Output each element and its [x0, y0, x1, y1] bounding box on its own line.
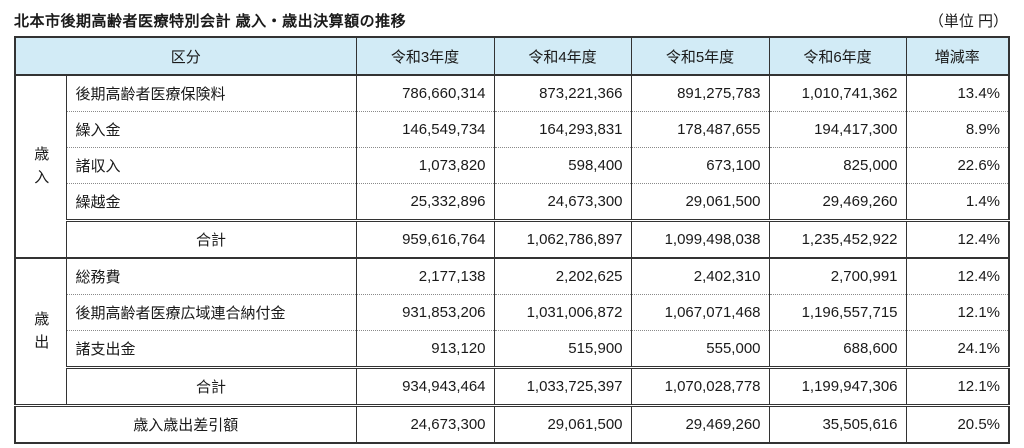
value-cell: 164,293,831	[493, 111, 632, 148]
value-cell: 29,469,260	[768, 183, 907, 221]
value-cell: 2,202,625	[493, 257, 632, 295]
value-cell: 598,400	[493, 147, 632, 184]
income-total-row: 合計 959,616,764 1,062,786,897 1,099,498,0…	[15, 219, 1010, 258]
value-cell: 178,487,655	[630, 111, 770, 148]
header-row: 区分 令和3年度 令和4年度 令和5年度 令和6年度 増減率	[14, 37, 1010, 76]
total-label: 合計	[65, 219, 357, 258]
rate-cell: 12.1%	[905, 294, 1010, 331]
balance-row: 歳入歳出差引額 24,673,300 29,061,500 29,469,260…	[14, 404, 1010, 443]
table-row: 諸支出金 913,120 515,900 555,000 688,600 24.…	[15, 330, 1010, 368]
rate-cell: 12.4%	[905, 257, 1010, 295]
value-cell: 1,235,452,922	[768, 219, 907, 258]
row-label: 諸支出金	[65, 330, 357, 368]
rate-cell: 22.6%	[905, 147, 1010, 184]
value-cell: 1,010,741,362	[768, 74, 907, 112]
value-cell: 786,660,314	[355, 74, 495, 112]
value-cell: 1,031,006,872	[493, 294, 632, 331]
value-cell: 934,943,464	[355, 366, 495, 406]
col-header-year-r3: 令和3年度	[355, 37, 495, 76]
page-title: 北本市後期高齢者医療特別会計 歳入・歳出決算額の推移	[14, 13, 407, 30]
rate-cell: 1.4%	[905, 183, 1010, 221]
value-cell: 1,199,947,306	[768, 366, 907, 406]
value-cell: 29,061,500	[493, 404, 632, 443]
row-label: 後期高齢者医療広域連合納付金	[65, 294, 357, 331]
value-cell: 29,469,260	[630, 404, 770, 443]
row-label: 繰越金	[65, 183, 357, 221]
col-header-category: 区分	[14, 37, 357, 76]
expense-group-text: 歳出	[32, 310, 50, 357]
table-row: 歳入 後期高齢者医療保険料 786,660,314 873,221,366 89…	[14, 74, 1010, 258]
rate-cell: 12.4%	[905, 219, 1010, 258]
value-cell: 555,000	[630, 330, 770, 368]
value-cell: 673,100	[630, 147, 770, 184]
expense-group-label: 歳出	[14, 257, 67, 406]
table-row: 後期高齢者医療広域連合納付金 931,853,206 1,031,006,872…	[15, 294, 1010, 331]
col-header-year-r6: 令和6年度	[768, 37, 907, 76]
value-cell: 931,853,206	[355, 294, 495, 331]
value-cell: 24,673,300	[355, 404, 495, 443]
col-header-rate: 増減率	[905, 37, 1010, 76]
rate-cell: 12.1%	[905, 366, 1010, 406]
value-cell: 2,177,138	[355, 257, 495, 295]
value-cell: 913,120	[355, 330, 495, 368]
value-cell: 688,600	[768, 330, 907, 368]
value-cell: 29,061,500	[630, 183, 770, 221]
value-cell: 1,099,498,038	[630, 219, 770, 258]
value-cell: 825,000	[768, 147, 907, 184]
row-label: 繰入金	[65, 111, 357, 148]
value-cell: 1,073,820	[355, 147, 495, 184]
value-cell: 1,196,557,715	[768, 294, 907, 331]
value-cell: 35,505,616	[768, 404, 907, 443]
table-row: 歳出 総務費 2,177,138 2,202,625 2,402,310 2,7…	[14, 257, 1010, 406]
value-cell: 515,900	[493, 330, 632, 368]
income-group-text: 歳入	[32, 145, 50, 192]
rate-cell: 24.1%	[905, 330, 1010, 368]
row-label: 総務費	[65, 257, 357, 295]
income-group-label: 歳入	[14, 74, 67, 258]
value-cell: 2,700,991	[768, 257, 907, 295]
col-header-year-r5: 令和5年度	[630, 37, 770, 76]
value-cell: 194,417,300	[768, 111, 907, 148]
value-cell: 1,033,725,397	[493, 366, 632, 406]
total-label: 合計	[65, 366, 357, 406]
table-row: 諸収入 1,073,820 598,400 673,100 825,000 22…	[15, 147, 1010, 184]
col-header-year-r4: 令和4年度	[493, 37, 632, 76]
value-cell: 959,616,764	[355, 219, 495, 258]
value-cell: 2,402,310	[630, 257, 770, 295]
balance-label: 歳入歳出差引額	[14, 404, 357, 443]
value-cell: 891,275,783	[630, 74, 770, 112]
unit-label: （単位 円）	[928, 13, 1008, 30]
value-cell: 1,067,071,468	[630, 294, 770, 331]
value-cell: 1,062,786,897	[493, 219, 632, 258]
title-bar: 北本市後期高齢者医療特別会計 歳入・歳出決算額の推移 （単位 円）	[14, 10, 1008, 31]
value-cell: 1,070,028,778	[630, 366, 770, 406]
row-label: 諸収入	[65, 147, 357, 184]
value-cell: 873,221,366	[493, 74, 632, 112]
settlement-table: 区分 令和3年度 令和4年度 令和5年度 令和6年度 増減率 歳入 後期高齢者医…	[14, 36, 1011, 444]
row-label: 後期高齢者医療保険料	[65, 74, 357, 112]
rate-cell: 8.9%	[905, 111, 1010, 148]
value-cell: 146,549,734	[355, 111, 495, 148]
value-cell: 24,673,300	[493, 183, 632, 221]
table-row: 繰越金 25,332,896 24,673,300 29,061,500 29,…	[15, 183, 1010, 221]
table-row: 繰入金 146,549,734 164,293,831 178,487,655 …	[15, 111, 1010, 148]
rate-cell: 20.5%	[905, 404, 1010, 443]
value-cell: 25,332,896	[355, 183, 495, 221]
expense-total-row: 合計 934,943,464 1,033,725,397 1,070,028,7…	[15, 366, 1010, 406]
rate-cell: 13.4%	[905, 74, 1010, 112]
